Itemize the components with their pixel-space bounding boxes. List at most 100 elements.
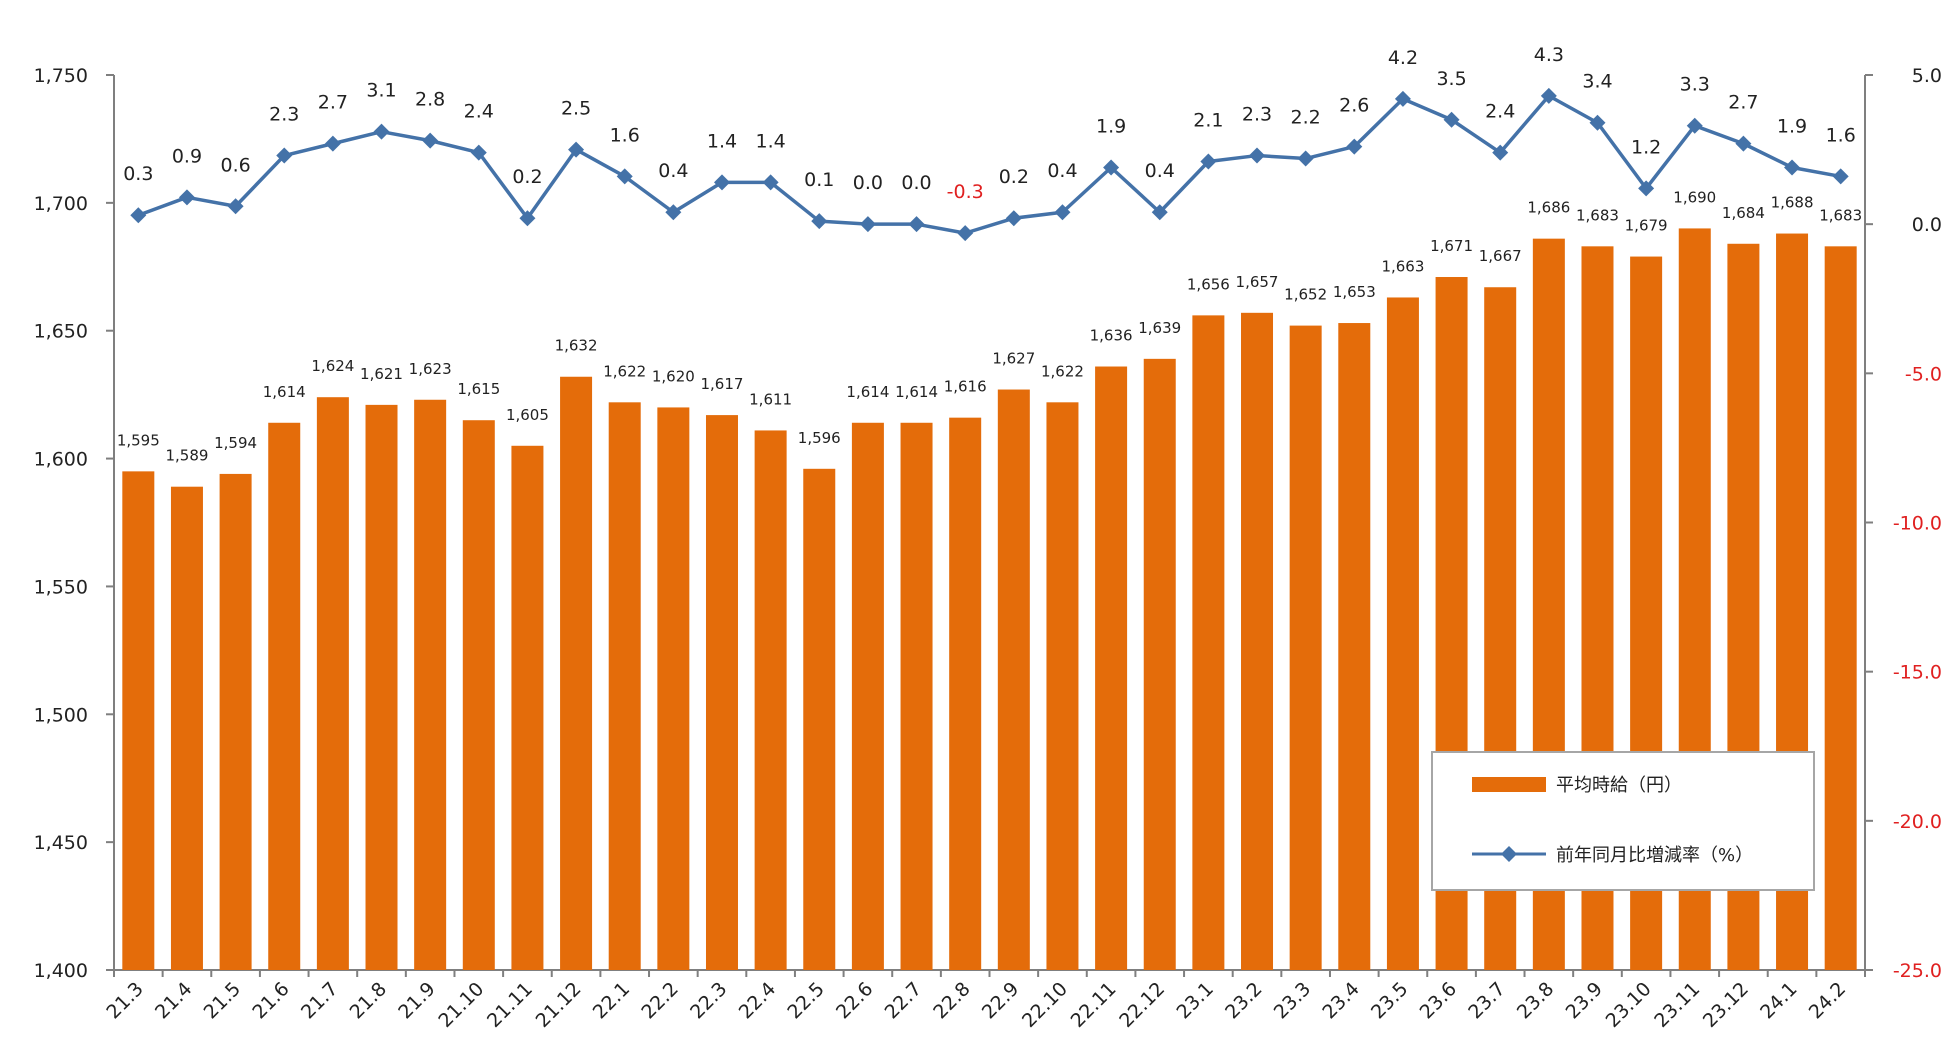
line-value-label: 1.9: [1777, 115, 1807, 137]
x-tick-label: 22.5: [783, 978, 828, 1023]
x-tick-label: 22.8: [929, 978, 974, 1023]
y-left-tick-label: 1,650: [34, 321, 88, 343]
line-point: [1784, 159, 1801, 176]
bar-value-label: 1,671: [1430, 237, 1473, 255]
legend-label-bar: 平均時給（円）: [1556, 775, 1682, 796]
y-left-tick-label: 1,500: [34, 704, 88, 726]
line-value-label: 1.2: [1631, 136, 1661, 158]
bar: [803, 468, 836, 970]
line-value-label: 1.6: [1826, 124, 1856, 146]
line-point: [373, 123, 390, 140]
bar-labels: 1,595 1,589 1,594 1,614 1,624 1,621 1,623 1,615…: [117, 188, 1862, 464]
bar: [462, 420, 495, 970]
line-point: [178, 189, 195, 206]
line-point: [1346, 138, 1363, 155]
legend-box: [1431, 751, 1815, 891]
y-right-tick-label: -10.0: [1893, 513, 1942, 535]
line-value-label: 2.3: [1242, 104, 1272, 126]
x-tick-label: 24.1: [1756, 978, 1801, 1023]
line-value-label: 4.2: [1388, 47, 1418, 69]
line-point: [324, 135, 341, 152]
x-tick-label: 21.6: [248, 978, 293, 1023]
line-point: [1151, 204, 1168, 221]
bar-value-label: 1,594: [214, 434, 257, 452]
line-value-label: 2.7: [1728, 92, 1758, 114]
line-value-label: 4.3: [1534, 44, 1564, 66]
bar-value-label: 1,614: [263, 383, 306, 401]
line-point: [1638, 180, 1655, 197]
line-value-label: 2.6: [1339, 95, 1369, 117]
bar-value-label: 1,624: [311, 357, 354, 375]
x-tick-label: 21.10: [434, 978, 488, 1032]
line-point: [1735, 135, 1752, 152]
line-value-label: 3.4: [1582, 71, 1612, 93]
bar: [657, 407, 690, 970]
line-labels: 0.3 0.9 0.6 2.3 2.7 3.1 2.8 2.4 0.2 2.5 1.6 0.4 1.4 1…: [123, 44, 1856, 203]
line-point: [227, 198, 244, 215]
bar: [1386, 297, 1419, 970]
line-value-label: 3.1: [366, 80, 396, 102]
line-value-label: 3.3: [1680, 74, 1710, 96]
x-tick-label: 22.4: [735, 978, 780, 1023]
bar: [414, 399, 447, 970]
x-tick-label: 23.4: [1318, 978, 1363, 1023]
bar-value-label: 1,611: [749, 390, 792, 408]
x-tick-label: 23.1: [1172, 978, 1217, 1023]
bar: [316, 397, 349, 970]
line-value-label: 1.4: [756, 130, 786, 152]
line-point: [1443, 111, 1460, 128]
y-left-tick-label: 1,700: [34, 193, 88, 215]
line-point: [859, 216, 876, 233]
bar: [1824, 246, 1857, 971]
legend-bar-swatch: [1472, 777, 1546, 792]
line-value-label: 2.8: [415, 89, 445, 111]
bar-value-label: 1,627: [992, 350, 1035, 368]
line-value-label: 0.2: [512, 166, 542, 188]
bar-value-label: 1,596: [798, 429, 841, 447]
y-left-tick-label: 1,600: [34, 449, 88, 471]
x-tick-label: 22.10: [1018, 978, 1072, 1032]
bar-value-label: 1,623: [409, 360, 452, 378]
bar: [511, 445, 544, 970]
line-point: [1297, 150, 1314, 167]
x-tick-label: 21.3: [102, 978, 147, 1023]
bar-value-label: 1,656: [1187, 275, 1230, 293]
line-value-label: 2.2: [1291, 107, 1321, 129]
bar-value-label: 1,617: [701, 375, 744, 393]
bar-value-label: 1,589: [165, 447, 208, 465]
bar-value-label: 1,620: [652, 367, 695, 385]
line-point: [1492, 144, 1509, 161]
line-value-label: 2.5: [561, 98, 591, 120]
line-point: [130, 207, 147, 224]
y-right-tick-label: -15.0: [1893, 662, 1942, 684]
x-tick-label: 22.2: [637, 978, 682, 1023]
bar-value-label: 1,688: [1771, 194, 1814, 212]
line-point: [422, 132, 439, 149]
bar-value-label: 1,636: [1090, 327, 1133, 345]
bar: [1143, 358, 1176, 970]
bar: [219, 473, 252, 970]
bar-value-label: 1,690: [1673, 188, 1716, 206]
bar-value-label: 1,667: [1479, 247, 1522, 265]
bar-value-label: 1,622: [603, 362, 646, 380]
bar: [1289, 325, 1322, 971]
x-tick-label: 22.9: [978, 978, 1023, 1023]
bar-value-label: 1,595: [117, 431, 160, 449]
line-value-label: 0.6: [220, 154, 250, 176]
bar: [851, 422, 884, 970]
line-point: [762, 174, 779, 191]
line-point: [1005, 210, 1022, 227]
y-left-tick-label: 1,750: [34, 65, 88, 87]
line-point: [665, 204, 682, 221]
line-path: [137, 94, 1841, 235]
bar: [754, 430, 787, 970]
bar: [1095, 366, 1128, 970]
x-tick-label: 23.8: [1513, 978, 1558, 1023]
x-tick-label: 21.11: [483, 978, 537, 1032]
bar-value-label: 1,614: [846, 383, 889, 401]
line-value-label: 0.4: [1047, 160, 1077, 182]
bar: [1192, 315, 1225, 970]
x-tick-label: 21.4: [151, 978, 196, 1023]
line-value-label: 0.0: [853, 172, 883, 194]
x-tick-label: 22.1: [589, 978, 634, 1023]
